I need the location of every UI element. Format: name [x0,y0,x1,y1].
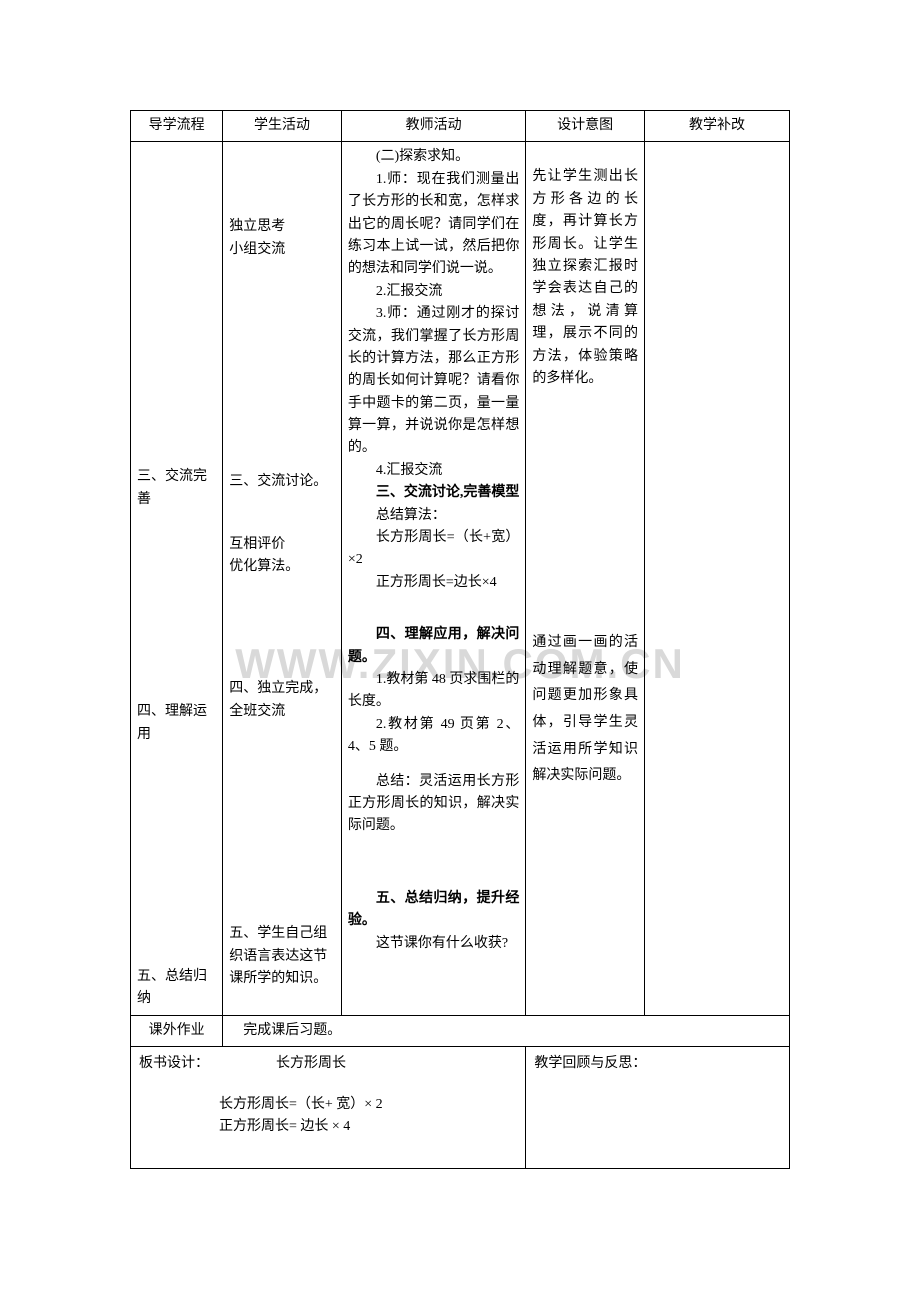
reflection-label: 教学回顾与反思： [534,1053,781,1075]
homework-row: 课外作业 完成课后习题。 [131,1015,790,1046]
board-label: 板书设计： [139,1056,209,1071]
teacher-3-p3: 2.汇报交流 [348,281,520,303]
homework-label: 课外作业 [131,1015,223,1046]
teacher-4-p2: 2.教材第 49 页第 2、4、5 题。 [348,714,520,759]
intent-4: 通过画一画的活动理解题意，使问题更加形象具体，引导学生灵活运用所学知识解决实际问… [532,630,638,790]
teacher-3-p1: (二)探索求知。 [348,146,520,168]
header-flow: 导学流程 [131,111,223,142]
board-title: 长方形周长 [276,1056,346,1071]
teacher-3-p2: 1.师：现在我们测量出了长方形的长和宽，怎样求出它的周长呢？请同学们在练习本上试… [348,169,520,281]
flow-section-3: 三、交流完善 [137,466,216,511]
teacher-5-p1: 这节课你有什么收获? [348,933,520,955]
student-activity-4: 四、独立完成，全班交流 [229,678,335,723]
homework-value: 完成课后习题。 [223,1015,790,1046]
student-activity-3b: 三、交流讨论。 [229,471,335,493]
teacher-3-heading: 三、交流讨论,完善模型 [348,482,520,504]
student-activity-3c: 互相评价 优化算法。 [229,534,335,579]
flow-section-4: 四、理解运用 [137,701,216,746]
teacher-3-p5: 4.汇报交流 [348,460,520,482]
header-intent: 设计意图 [526,111,645,142]
student-cell: 独立思考 小组交流 三、交流讨论。 互相评价 优化算法。 四、独立完成，全班交流… [223,142,342,1015]
body-row: 三、交流完善 四、理解运用 五、总结归纳 独立思考 小组交流 三、交流讨论。 互… [131,142,790,1015]
board-formula-2: 正方形周长= 边长 × 4 [139,1116,517,1138]
intent-cell: 先让学生测出长方形各边的长度，再计算长方形周长。让学生独立探索汇报时学会表达自己… [526,142,645,1015]
teacher-3-p8: 正方形周长=边长×4 [348,572,520,594]
intent-3: 先让学生测出长方形各边的长度，再计算长方形周长。让学生独立探索汇报时学会表达自己… [532,166,638,390]
teacher-4-heading: 四、理解应用，解决问题。 [348,624,520,669]
lesson-plan-table: 导学流程 学生活动 教师活动 设计意图 教学补改 三、交流完善 四、理解运用 五… [130,110,790,1169]
reflection-cell: 教学回顾与反思： [526,1047,790,1169]
board-design-cell: 板书设计： 长方形周长 长方形周长=（长+ 宽）× 2 正方形周长= 边长 × … [131,1047,526,1169]
header-revise: 教学补改 [644,111,789,142]
board-row: 板书设计： 长方形周长 长方形周长=（长+ 宽）× 2 正方形周长= 边长 × … [131,1047,790,1169]
teacher-3-p7: 长方形周长=（长+宽）×2 [348,527,520,572]
student-activity-3a: 独立思考 小组交流 [229,216,335,261]
board-formula-1: 长方形周长=（长+ 宽）× 2 [139,1094,517,1116]
teacher-3-p4: 3.师：通过刚才的探讨交流，我们掌握了长方形周长的计算方法，那么正方形的周长如何… [348,303,520,460]
flow-cell: 三、交流完善 四、理解运用 五、总结归纳 [131,142,223,1015]
revise-cell [644,142,789,1015]
table-header-row: 导学流程 学生活动 教师活动 设计意图 教学补改 [131,111,790,142]
flow-section-5: 五、总结归纳 [137,966,216,1011]
teacher-5-heading: 五、总结归纳，提升经验。 [348,888,520,933]
student-activity-5: 五、学生自己组织语言表达这节课所学的知识。 [229,923,335,990]
teacher-cell: (二)探索求知。 1.师：现在我们测量出了长方形的长和宽，怎样求出它的周长呢？请… [341,142,526,1015]
teacher-3-p6: 总结算法： [348,505,520,527]
teacher-4-p3: 总结：灵活运用长方形正方形周长的知识，解决实际问题。 [348,771,520,838]
header-teacher: 教师活动 [341,111,526,142]
teacher-4-p1: 1.教材第 48 页求围栏的长度。 [348,669,520,714]
header-student: 学生活动 [223,111,342,142]
